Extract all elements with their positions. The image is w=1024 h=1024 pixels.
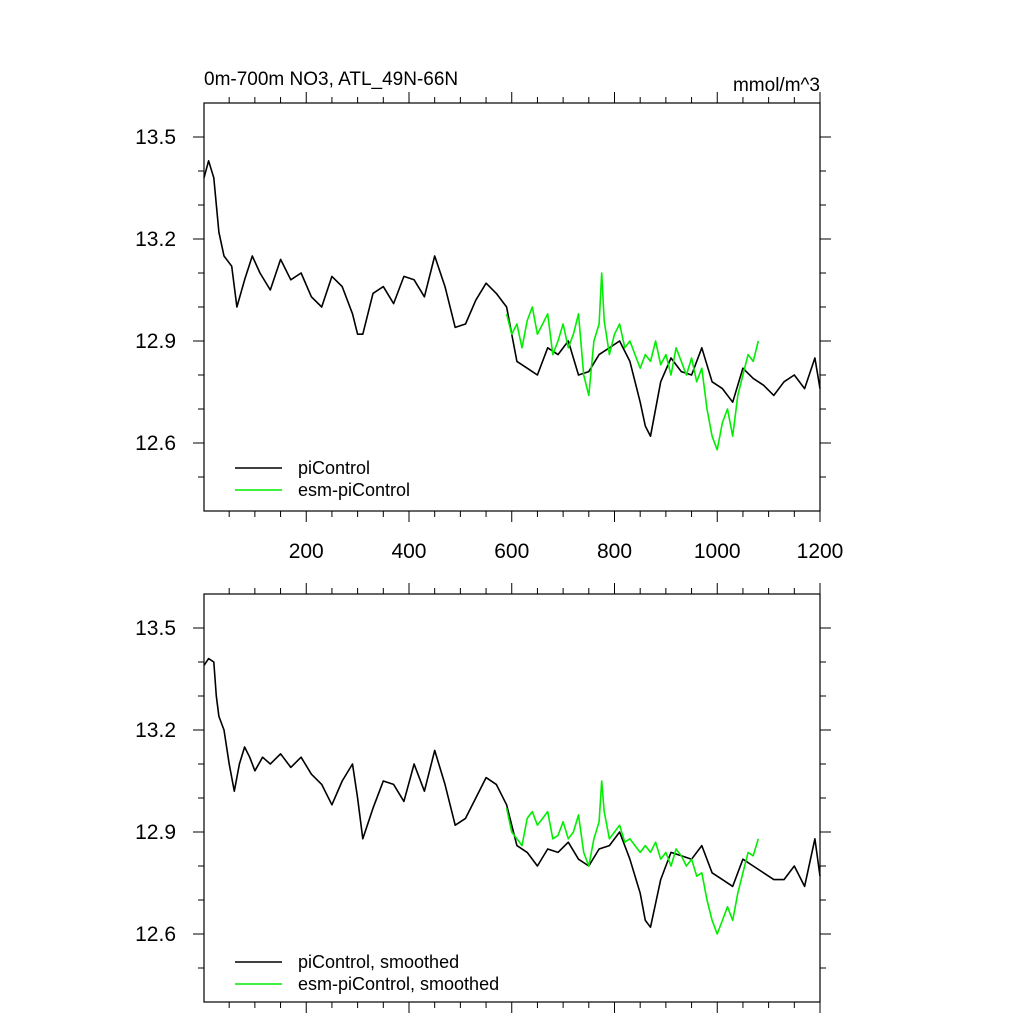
bottom-legend: piControl, smoothed esm-piControl, smoot… <box>235 952 499 994</box>
x-tick-label: 1200 <box>797 540 844 563</box>
y-tick-label: 13.5 <box>135 617 176 640</box>
esm-picontrol-series-line <box>507 781 759 934</box>
legend-label-picontrol: piControl <box>298 458 370 478</box>
legend-label-esm-picontrol: esm-piControl <box>298 480 410 500</box>
x-tick-label: 400 <box>391 540 426 563</box>
x-tick-label: 600 <box>494 540 529 563</box>
top-legend: piControl esm-piControl <box>235 458 410 500</box>
chart-canvas: 0m-700m NO3, ATL_49N-66N mmol/m^3 200 400… <box>0 0 1024 1024</box>
esm-picontrol-series-line <box>507 273 759 450</box>
x-tick-label: 1000 <box>694 540 741 563</box>
y-tick-label: 12.9 <box>135 821 176 844</box>
x-tick-label: 800 <box>597 540 632 563</box>
units-label: mmol/m^3 <box>733 75 820 96</box>
y-tick-label: 13.5 <box>135 126 176 149</box>
y-tick-label: 12.9 <box>135 330 176 353</box>
bottom-plot-panel: 12.6 12.9 13.2 13.5 piControl, smoothed esm… <box>135 583 831 1013</box>
legend-label-picontrol-smoothed: piControl, smoothed <box>298 952 459 972</box>
bottom-series-group <box>204 659 820 934</box>
picontrol-series-line <box>204 659 820 928</box>
y-tick-label: 12.6 <box>135 923 176 946</box>
chart-title: 0m-700m NO3, ATL_49N-66N <box>204 69 458 90</box>
y-tick-label: 12.6 <box>135 432 176 455</box>
picontrol-series-line <box>204 161 820 436</box>
top-plot-frame <box>204 103 820 511</box>
bottom-axis-ticks: 12.6 12.9 13.2 13.5 <box>135 583 831 1013</box>
y-tick-label: 13.2 <box>135 228 176 251</box>
legend-label-esm-picontrol-smoothed: esm-piControl, smoothed <box>298 974 499 994</box>
top-series-group <box>204 161 820 450</box>
top-plot-panel: 0m-700m NO3, ATL_49N-66N mmol/m^3 200 400… <box>135 69 843 563</box>
y-tick-label: 13.2 <box>135 719 176 742</box>
top-axis-ticks: 200 400 600 800 1000 1200 12.6 12.9 13.2 13.5 <box>135 92 843 563</box>
x-tick-label: 200 <box>289 540 324 563</box>
bottom-plot-frame <box>204 594 820 1002</box>
